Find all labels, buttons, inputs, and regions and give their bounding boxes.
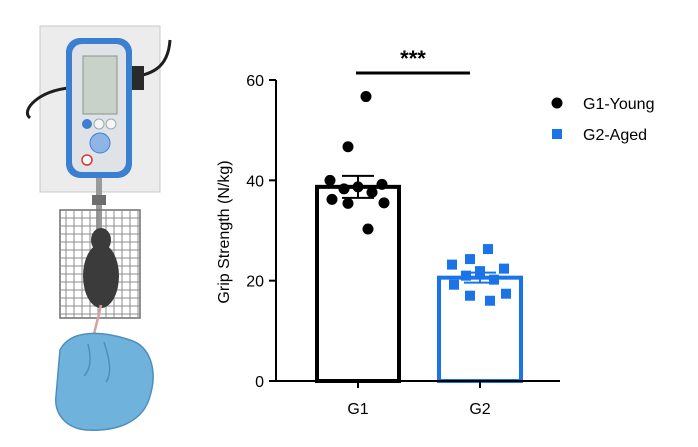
data-point <box>342 141 354 153</box>
data-point <box>499 263 509 274</box>
data-point <box>501 288 511 299</box>
legend-label: G2-Aged <box>583 127 647 144</box>
data-point <box>447 259 457 270</box>
y-tick-label: 60 <box>246 73 264 90</box>
y-tick-label: 20 <box>246 274 264 291</box>
legend-marker <box>552 129 562 139</box>
data-point <box>489 274 499 285</box>
data-point <box>475 266 485 277</box>
data-point <box>465 290 475 301</box>
data-point <box>485 295 495 306</box>
y-axis-label: Grip Strength (N/kg) <box>216 160 233 303</box>
data-point <box>465 254 475 265</box>
data-point <box>483 244 493 255</box>
legend-marker <box>551 97 563 109</box>
data-point <box>376 178 388 190</box>
data-point <box>352 181 364 193</box>
significance-label: *** <box>400 46 426 71</box>
data-point <box>362 223 374 235</box>
legend-label: G1-Young <box>583 96 654 113</box>
data-point <box>366 186 378 198</box>
bar-g1 <box>315 184 401 383</box>
data-point <box>378 197 390 209</box>
data-point <box>461 270 471 281</box>
data-point <box>338 183 350 195</box>
data-point <box>342 197 354 209</box>
legend: G1-Young G2-Aged <box>551 96 654 144</box>
grip-strength-meter-mouse-hand-icon <box>26 25 172 431</box>
y-tick-label: 0 <box>255 374 264 391</box>
x-tick-label: G1 <box>347 401 368 418</box>
data-point <box>360 91 372 103</box>
data-point <box>324 174 336 186</box>
grip-strength-chart: 0 20 40 60 G1 G2 Grip Strength (N/kg) *** G1… <box>216 46 654 418</box>
x-tick-label: G2 <box>469 401 490 418</box>
data-point <box>449 279 459 290</box>
data-point <box>326 193 338 205</box>
y-tick-label: 40 <box>246 173 264 190</box>
